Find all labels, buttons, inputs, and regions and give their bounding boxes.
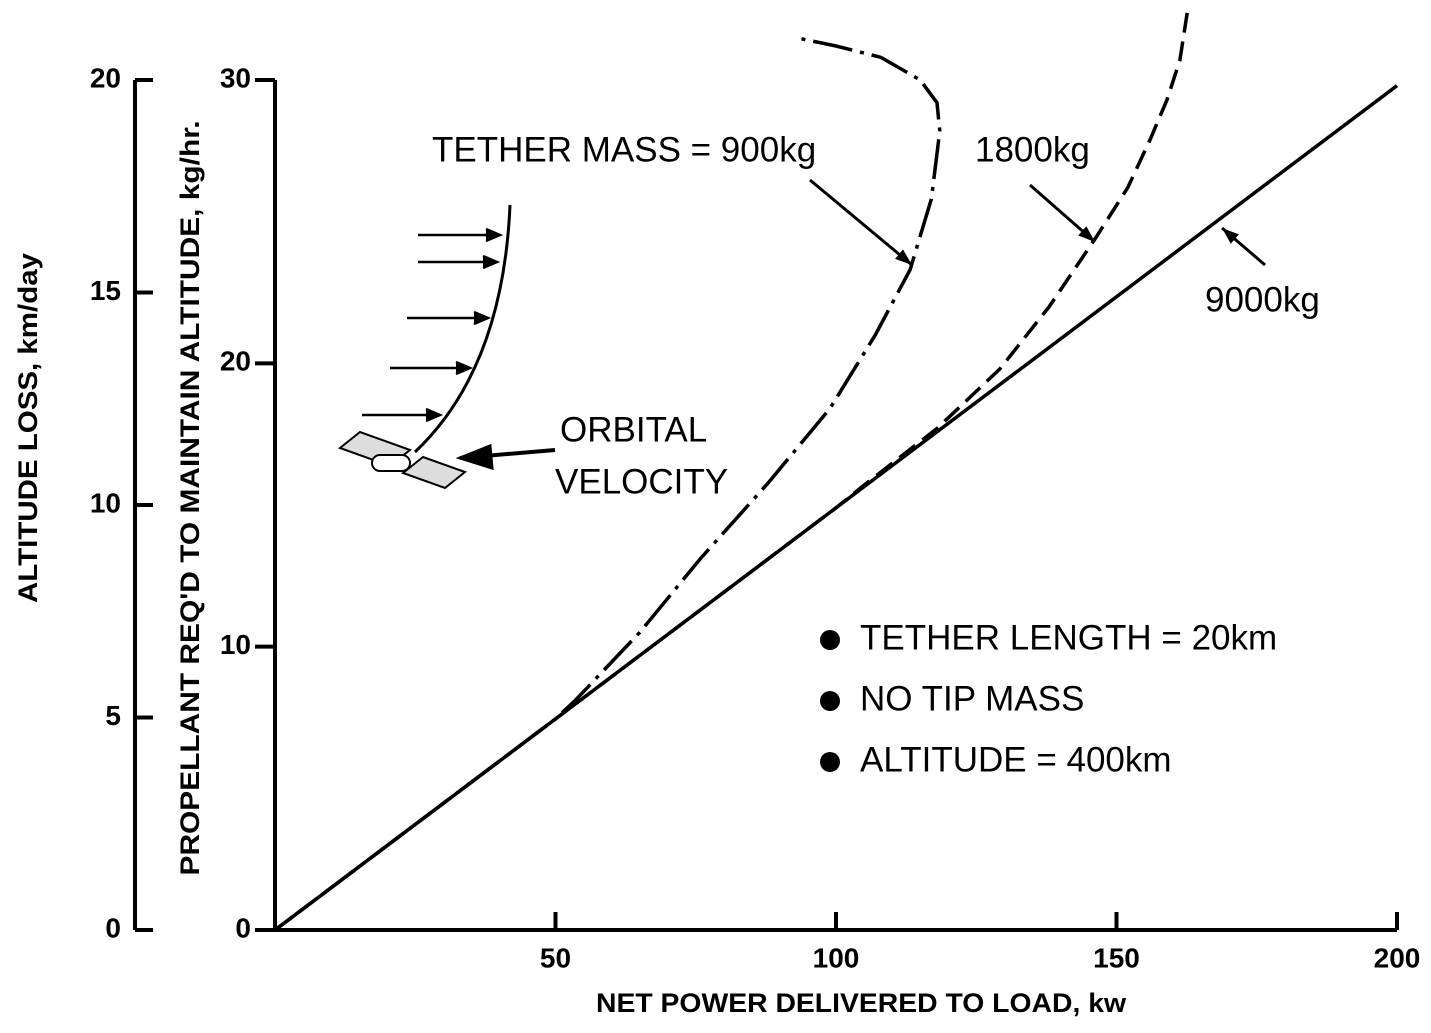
y2-tick-label: 15 [90, 275, 121, 306]
annotation: VELOCITY [555, 462, 728, 501]
y2-tick-label: 10 [90, 487, 121, 518]
x-tick-label: 50 [540, 942, 571, 973]
y-tick-label: 20 [220, 346, 251, 377]
note-bullet [820, 630, 840, 650]
note: ALTITUDE = 400km [860, 740, 1172, 779]
arrow-head [895, 249, 912, 265]
note: TETHER LENGTH = 20km [860, 618, 1277, 657]
y2-tick-label: 20 [90, 62, 121, 93]
annotation: TETHER MASS = 900kg [432, 130, 816, 169]
note-bullet [820, 752, 840, 772]
note-bullet [820, 691, 840, 711]
arrow-head [1222, 228, 1239, 244]
y-tick-label: 30 [220, 62, 251, 93]
series-line [273, 35, 942, 932]
note: NO TIP MASS [860, 679, 1084, 718]
x-tick-label: 100 [813, 942, 860, 973]
y2-tick-label: 5 [105, 700, 121, 731]
y2-tick-label: 0 [105, 912, 121, 943]
x-axis-label: NET POWER DELIVERED TO LOAD, kw [596, 988, 1127, 1018]
x-tick-label: 150 [1093, 942, 1140, 973]
series-line [273, 84, 1399, 932]
annotation: 1800kg [975, 130, 1090, 169]
annotation: ORBITAL [560, 410, 707, 449]
annotation-arrow [809, 178, 913, 267]
y-tick-label: 0 [235, 912, 251, 943]
x-tick-label: 200 [1374, 942, 1421, 973]
y-tick-label: 10 [220, 629, 251, 660]
y-axis-label: PROPELLANT REQ'D TO MAINTAIN ALTITUDE, k… [175, 121, 205, 876]
inset-illustration [337, 204, 556, 490]
arrow-head [1078, 226, 1095, 242]
y2-axis-label: ALTITUDE LOSS, km/day [13, 253, 43, 603]
annotation: 9000kg [1205, 280, 1320, 319]
